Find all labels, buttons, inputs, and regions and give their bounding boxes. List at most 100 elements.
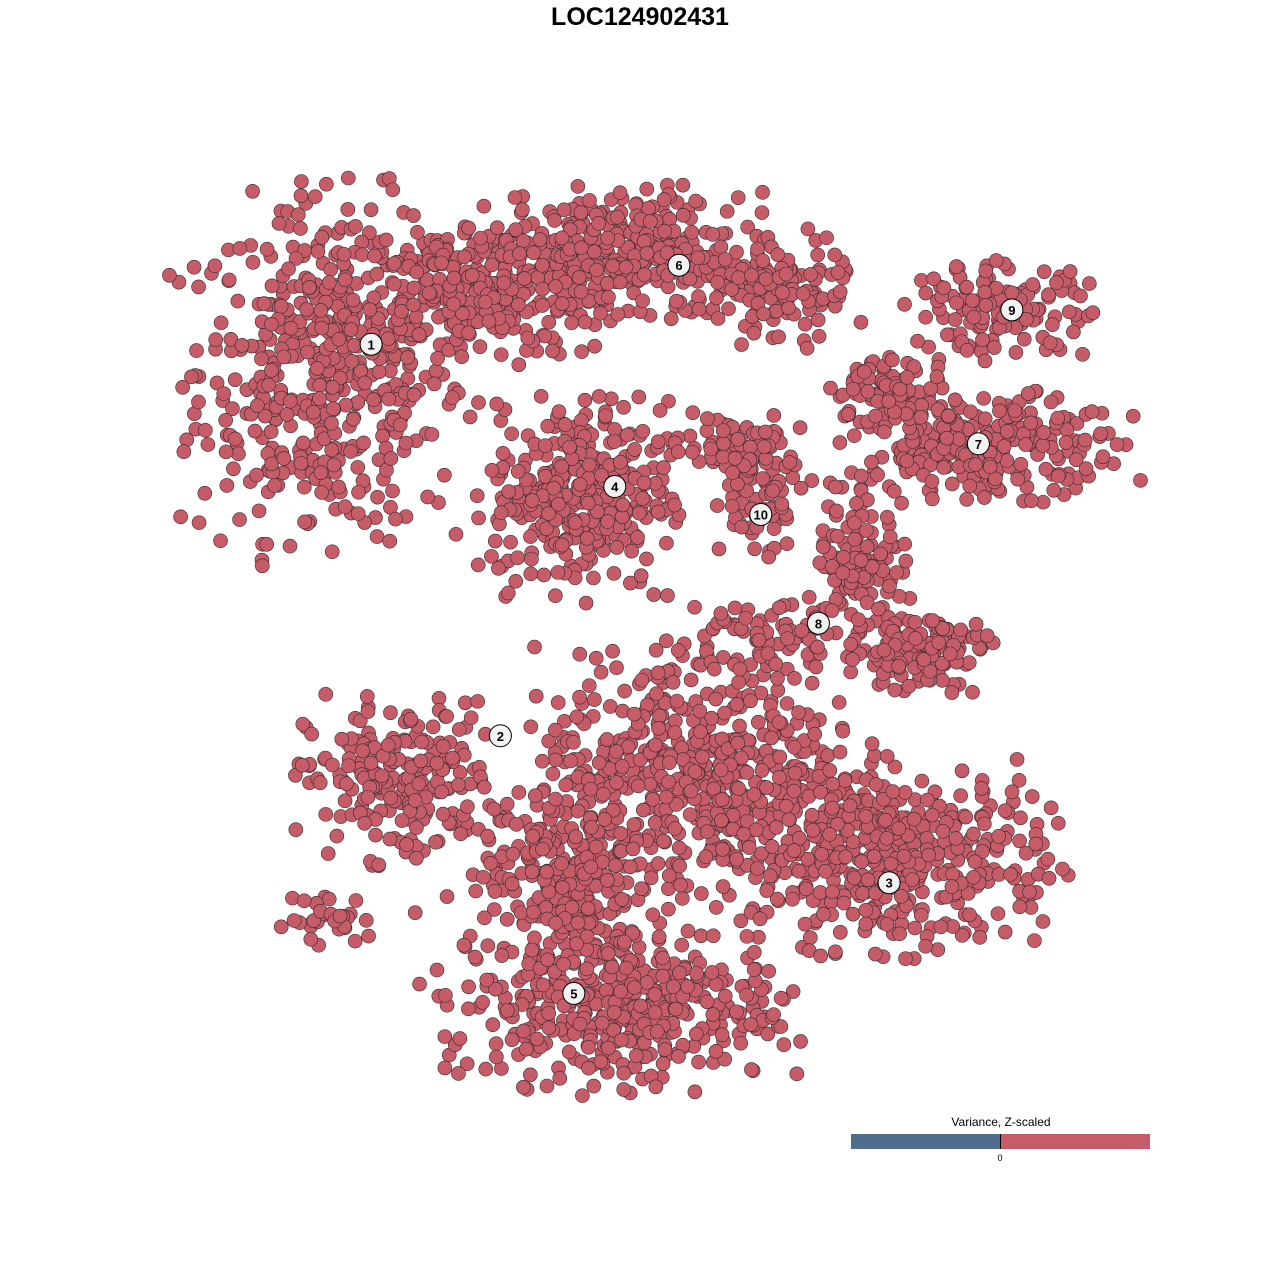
data-point bbox=[758, 424, 773, 440]
data-point bbox=[822, 763, 838, 778]
data-point bbox=[775, 285, 790, 300]
data-point bbox=[504, 1032, 520, 1048]
data-point bbox=[713, 239, 729, 255]
data-point bbox=[768, 656, 784, 672]
data-point bbox=[218, 444, 234, 460]
data-point bbox=[493, 505, 509, 520]
data-point bbox=[804, 807, 820, 823]
data-point bbox=[461, 979, 476, 995]
data-point bbox=[437, 467, 452, 483]
data-point bbox=[700, 411, 715, 426]
data-point bbox=[843, 664, 858, 680]
data-point bbox=[1004, 285, 1020, 301]
data-point bbox=[947, 392, 963, 408]
data-point bbox=[605, 643, 620, 659]
data-point bbox=[355, 743, 370, 759]
data-point bbox=[363, 755, 379, 771]
data-point bbox=[805, 822, 821, 838]
data-point bbox=[480, 828, 495, 844]
data-point bbox=[491, 560, 506, 576]
data-point bbox=[715, 423, 731, 438]
data-point bbox=[1055, 861, 1070, 877]
data-point bbox=[535, 841, 550, 857]
data-point bbox=[976, 391, 991, 406]
data-point bbox=[840, 406, 856, 422]
data-point bbox=[1050, 815, 1066, 831]
data-point bbox=[329, 828, 345, 844]
data-point bbox=[539, 1078, 555, 1094]
data-point bbox=[781, 300, 796, 316]
data-point bbox=[705, 227, 721, 242]
data-point bbox=[739, 929, 755, 944]
data-point bbox=[709, 290, 724, 306]
data-point bbox=[593, 664, 609, 680]
data-point bbox=[710, 311, 726, 326]
data-point bbox=[684, 224, 700, 240]
data-point bbox=[310, 244, 326, 259]
data-point bbox=[744, 1062, 759, 1077]
data-point bbox=[807, 726, 823, 742]
data-point bbox=[1007, 403, 1023, 419]
data-point bbox=[340, 170, 356, 186]
data-point bbox=[446, 270, 462, 286]
data-point bbox=[370, 489, 385, 505]
data-point bbox=[331, 331, 347, 347]
data-point bbox=[584, 820, 599, 835]
data-point bbox=[680, 923, 696, 939]
legend-high-segment bbox=[1001, 1134, 1150, 1149]
data-point bbox=[810, 639, 825, 655]
data-point bbox=[944, 879, 960, 894]
data-point bbox=[730, 190, 746, 205]
data-point bbox=[276, 349, 292, 365]
data-point bbox=[511, 785, 527, 800]
data-point bbox=[743, 1017, 759, 1032]
data-point bbox=[517, 271, 532, 286]
data-point bbox=[642, 214, 658, 229]
data-point bbox=[613, 454, 628, 470]
cluster-label-2: 2 bbox=[488, 724, 512, 748]
data-point bbox=[254, 351, 269, 367]
data-point bbox=[1078, 461, 1094, 476]
data-point bbox=[601, 1040, 616, 1056]
data-point bbox=[505, 846, 521, 862]
data-point bbox=[945, 866, 960, 882]
data-point bbox=[386, 276, 402, 292]
data-point bbox=[511, 297, 526, 313]
data-point bbox=[655, 950, 670, 966]
data-point bbox=[267, 478, 282, 493]
data-point bbox=[633, 998, 648, 1014]
data-point bbox=[591, 216, 606, 231]
data-point bbox=[428, 363, 444, 379]
data-point bbox=[716, 436, 731, 451]
data-point bbox=[548, 588, 563, 604]
data-point bbox=[578, 595, 594, 611]
data-point bbox=[860, 384, 876, 399]
data-point bbox=[885, 352, 900, 368]
data-point bbox=[448, 526, 464, 542]
data-point bbox=[864, 454, 879, 470]
data-point bbox=[820, 748, 836, 763]
data-point bbox=[314, 320, 330, 336]
data-point bbox=[264, 316, 279, 332]
data-point bbox=[535, 281, 550, 297]
data-point bbox=[663, 311, 679, 326]
data-point bbox=[832, 435, 848, 450]
data-point bbox=[1043, 800, 1059, 816]
data-point bbox=[792, 830, 807, 846]
data-point bbox=[746, 325, 762, 341]
data-point bbox=[769, 820, 784, 835]
data-point bbox=[600, 946, 616, 961]
data-point bbox=[537, 438, 553, 453]
data-point bbox=[524, 864, 540, 880]
data-point bbox=[754, 763, 770, 778]
data-point bbox=[626, 817, 642, 832]
data-point bbox=[424, 427, 440, 442]
data-point bbox=[1009, 752, 1025, 767]
data-point bbox=[610, 209, 625, 225]
data-point bbox=[734, 337, 749, 352]
data-point bbox=[623, 859, 638, 875]
data-point bbox=[1040, 851, 1056, 867]
data-point bbox=[259, 241, 275, 257]
data-point bbox=[594, 467, 609, 483]
data-point bbox=[472, 339, 488, 354]
